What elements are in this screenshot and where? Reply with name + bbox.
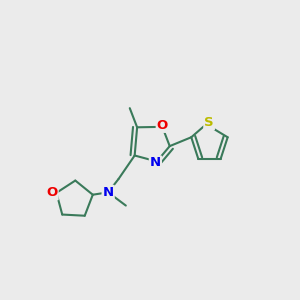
Text: O: O xyxy=(46,186,58,199)
Text: S: S xyxy=(204,116,214,129)
Text: N: N xyxy=(103,186,114,199)
Text: O: O xyxy=(157,119,168,132)
Text: N: N xyxy=(150,156,161,170)
